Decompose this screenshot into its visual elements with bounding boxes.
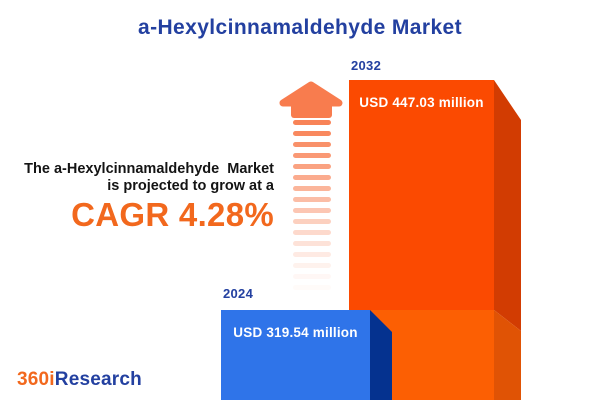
bar-2024	[221, 310, 392, 400]
value-label-2024: USD 319.54 million	[233, 325, 358, 340]
brand-logo: 360iResearch	[17, 369, 142, 391]
tagline-line2: is projected to grow at a	[107, 178, 274, 194]
bar-2032-side-upper	[494, 80, 521, 331]
cagr-value: CAGR 4.28%	[71, 196, 274, 233]
value-label-2032: USD 447.03 million	[359, 95, 484, 110]
brand-logo-360i: 360i	[17, 369, 55, 390]
brand-logo-research: Research	[54, 369, 142, 390]
bar-2024-side	[370, 310, 392, 400]
bar-2024-face	[221, 310, 370, 400]
page-title: a-Hexylcinnamaldehyde Market	[138, 16, 462, 39]
growth-arrow-icon	[279, 81, 343, 279]
tagline-block: The a-Hexylcinnamaldehyde Market is proj…	[0, 161, 274, 233]
arrow-neck	[291, 102, 332, 118]
year-label-2024: 2024	[223, 286, 254, 301]
bar-2032-face-upper	[349, 80, 494, 310]
year-label-2032: 2032	[351, 58, 382, 73]
bar-2032-side-lower	[494, 310, 521, 400]
tagline-line1: The a-Hexylcinnamaldehyde Market	[24, 161, 274, 177]
arrow-tail-stripes	[293, 120, 331, 279]
arrow-head-icon	[279, 81, 343, 107]
